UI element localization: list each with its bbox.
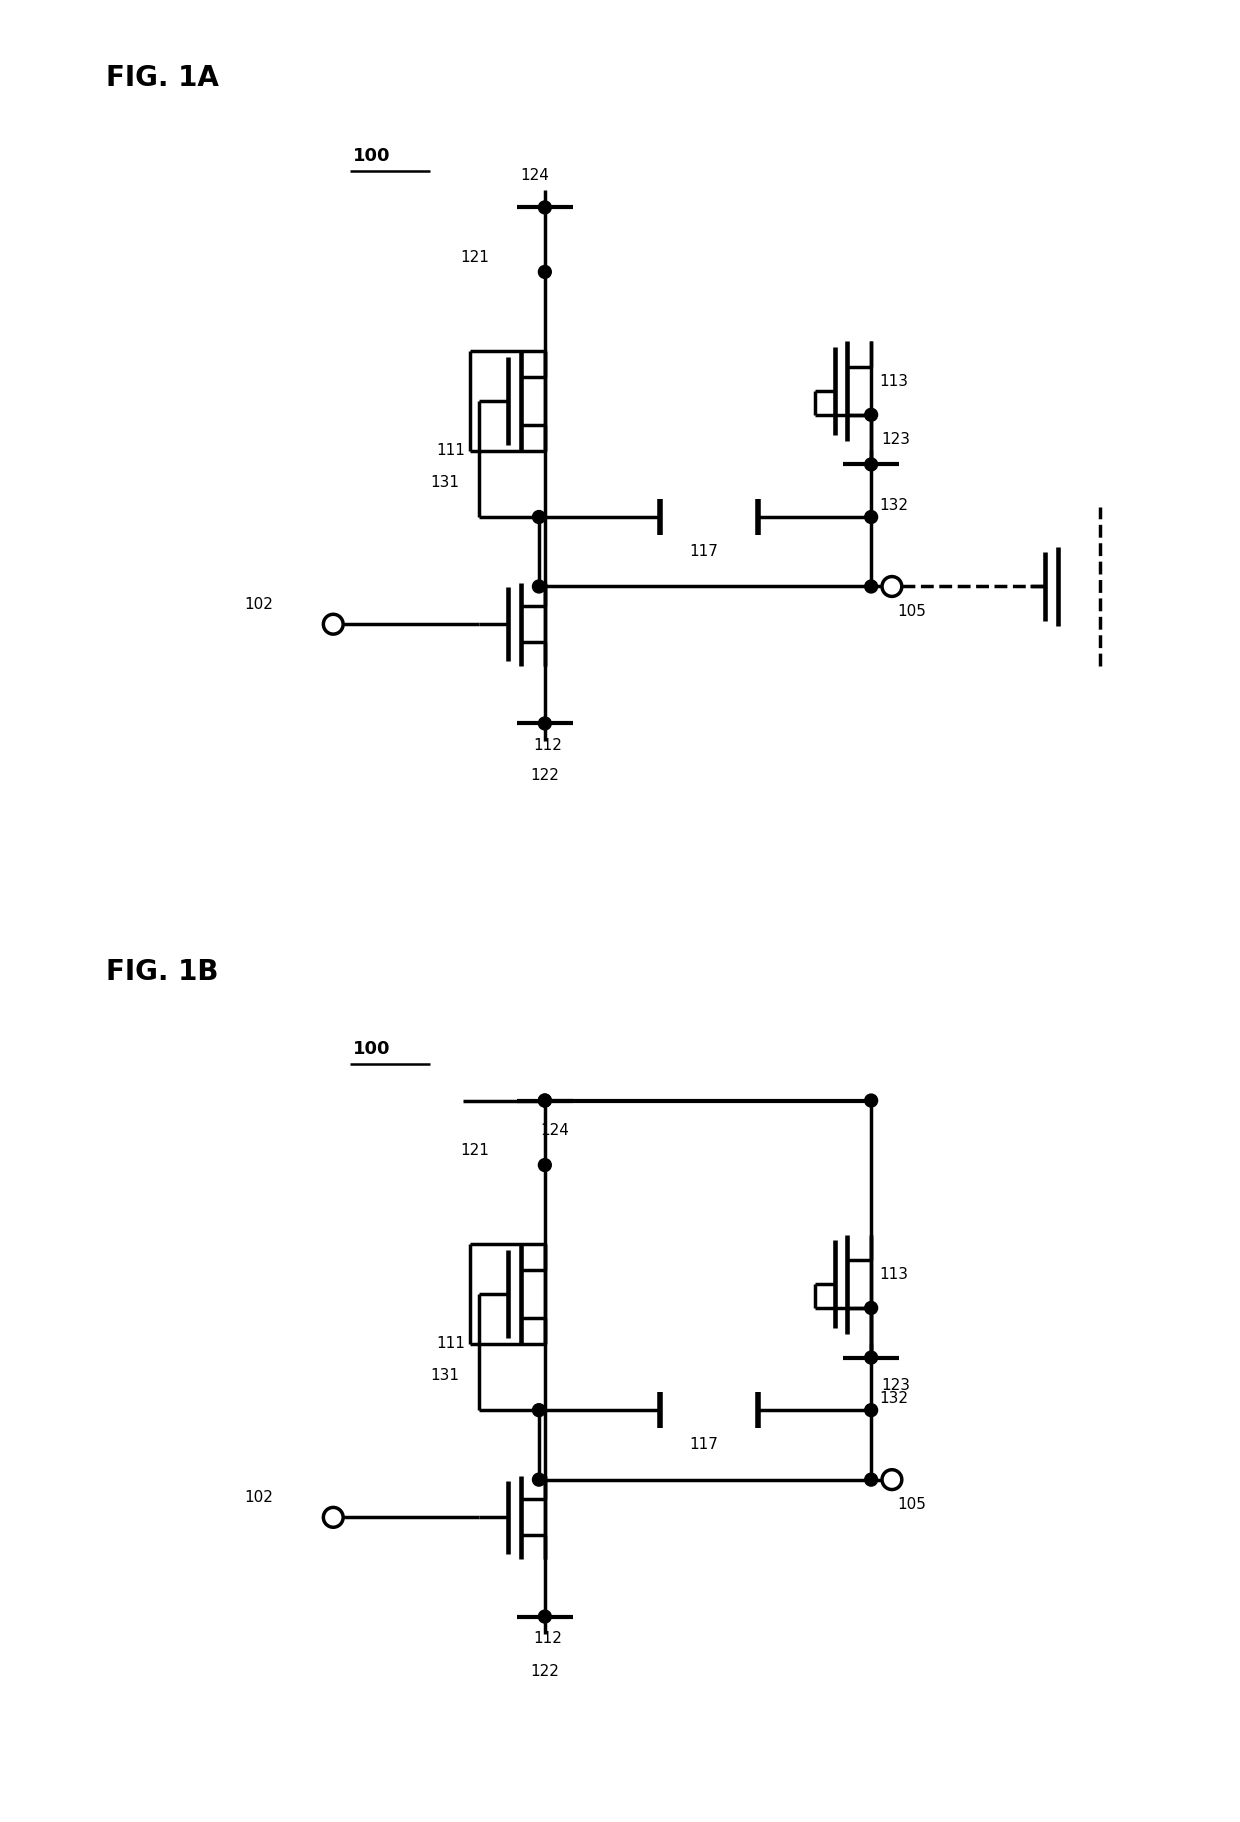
Text: 122: 122: [531, 767, 559, 782]
Circle shape: [324, 614, 343, 634]
Text: 113: 113: [879, 374, 908, 388]
Text: 124: 124: [541, 1122, 569, 1137]
Circle shape: [864, 1474, 878, 1487]
Circle shape: [538, 1159, 552, 1172]
Text: 102: 102: [244, 598, 273, 612]
Text: 112: 112: [533, 738, 562, 752]
Circle shape: [882, 1470, 901, 1490]
Circle shape: [532, 579, 546, 592]
Circle shape: [538, 266, 552, 279]
Circle shape: [538, 200, 552, 213]
Text: 121: 121: [461, 1142, 490, 1157]
Circle shape: [864, 579, 878, 592]
Text: 122: 122: [531, 1663, 559, 1678]
Circle shape: [538, 1611, 552, 1623]
Text: 132: 132: [879, 497, 908, 512]
Circle shape: [864, 457, 878, 470]
Text: 105: 105: [897, 1498, 926, 1512]
Text: 113: 113: [879, 1266, 908, 1281]
Text: 131: 131: [430, 1368, 459, 1383]
Circle shape: [532, 1403, 546, 1418]
Circle shape: [864, 1301, 878, 1314]
Text: 121: 121: [461, 250, 490, 264]
Circle shape: [864, 510, 878, 523]
Text: 112: 112: [533, 1631, 562, 1645]
Text: 124: 124: [521, 168, 549, 184]
Circle shape: [532, 510, 546, 523]
Circle shape: [864, 1352, 878, 1365]
Text: 123: 123: [882, 432, 910, 446]
Circle shape: [864, 408, 878, 421]
Text: FIG. 1A: FIG. 1A: [105, 64, 218, 93]
Circle shape: [864, 1403, 878, 1418]
Circle shape: [882, 576, 901, 596]
Text: 132: 132: [879, 1390, 908, 1407]
Text: 123: 123: [882, 1377, 910, 1392]
Circle shape: [538, 1093, 552, 1108]
Circle shape: [538, 718, 552, 731]
Circle shape: [532, 1474, 546, 1487]
Text: 131: 131: [430, 476, 459, 490]
Text: 105: 105: [897, 603, 926, 619]
Text: 117: 117: [689, 1438, 718, 1452]
Circle shape: [864, 1093, 878, 1108]
Text: 111: 111: [436, 443, 465, 457]
Circle shape: [324, 1507, 343, 1527]
Text: 100: 100: [353, 148, 391, 164]
Text: 100: 100: [353, 1040, 391, 1059]
Circle shape: [538, 1093, 552, 1108]
Text: FIG. 1B: FIG. 1B: [105, 958, 218, 986]
Text: 117: 117: [689, 545, 718, 559]
Text: 102: 102: [244, 1490, 273, 1505]
Text: 111: 111: [436, 1336, 465, 1352]
